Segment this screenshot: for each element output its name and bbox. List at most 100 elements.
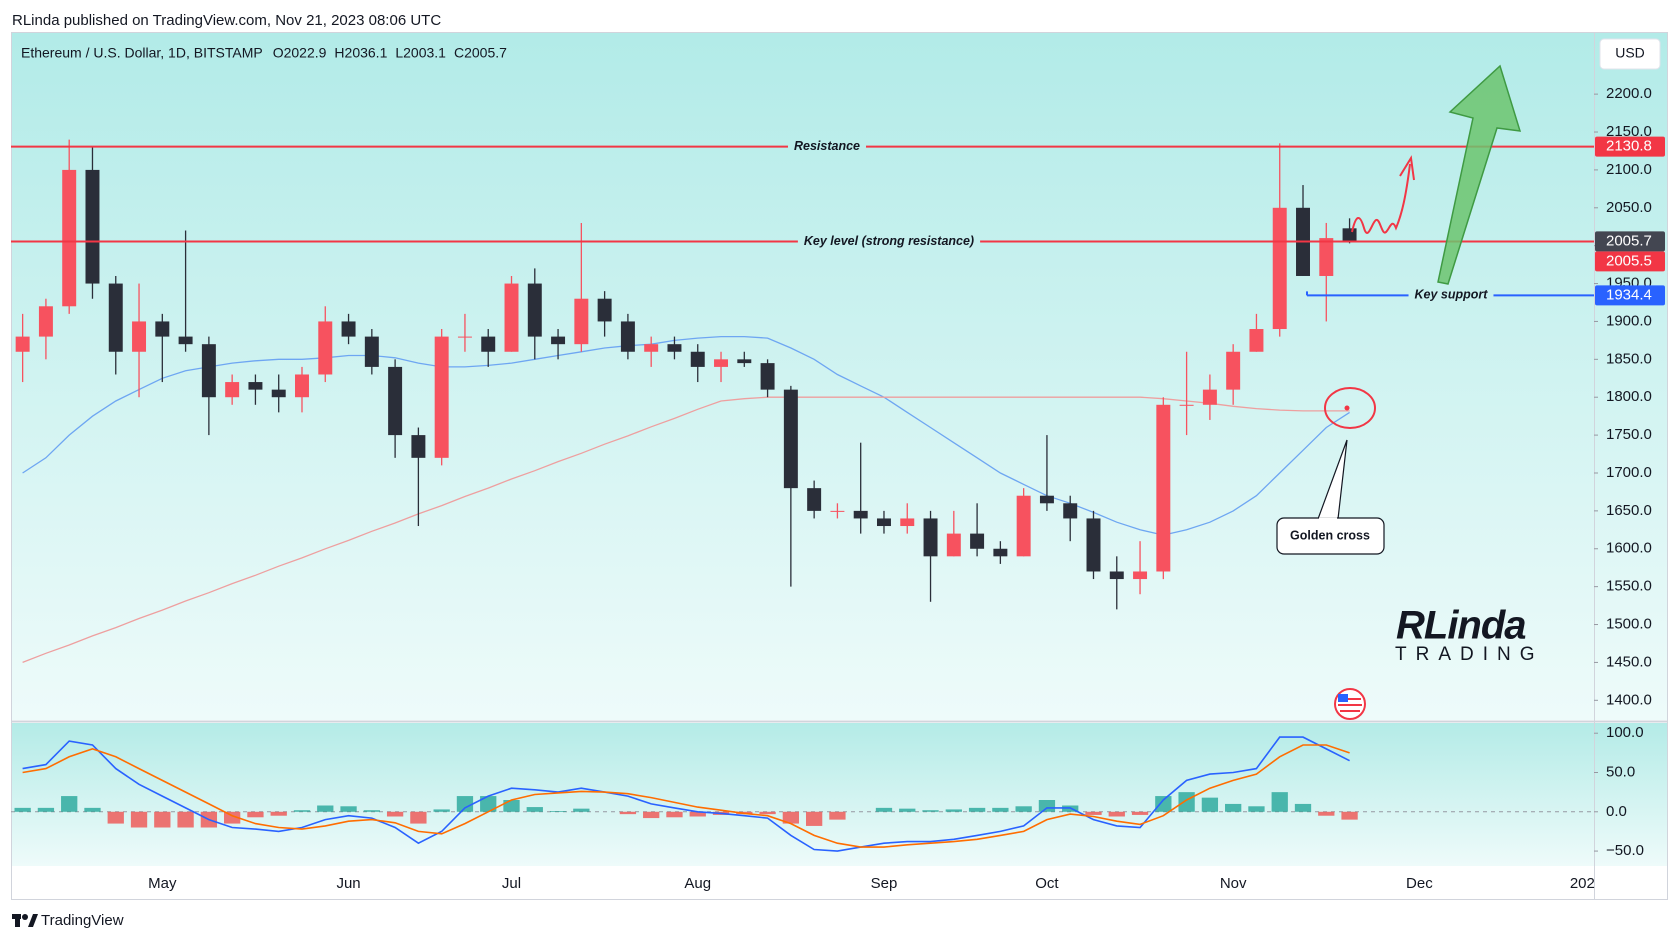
histogram-bar (14, 807, 31, 812)
histogram-bar (922, 810, 939, 812)
footer-text: TradingView (41, 912, 124, 929)
candle-body (714, 359, 729, 367)
candle-body (248, 382, 263, 390)
histogram-bar (386, 811, 404, 817)
y-tick-label: 2100.0 (1606, 161, 1652, 178)
level-tag-label: 2130.8 (1606, 138, 1652, 155)
y-tick-label: 50.0 (1606, 763, 1635, 780)
histogram-bar (1038, 800, 1056, 812)
histogram-bar (270, 811, 287, 816)
candle-body (132, 321, 147, 352)
legend-title: Ethereum / U.S. Dollar, 1D, BITSTAMP (21, 45, 263, 61)
candle-body (1272, 207, 1287, 330)
histogram-bar (61, 796, 78, 812)
cross-dot (1344, 405, 1350, 411)
histogram-bar (899, 808, 916, 812)
flag-icon (1334, 688, 1366, 720)
indicator-line (22, 736, 1350, 852)
y-tick-label: 100.0 (1606, 724, 1644, 741)
histogram-bar (130, 811, 148, 828)
candle-body (923, 518, 938, 557)
histogram-bar (549, 811, 567, 812)
footer-logo (12, 914, 38, 927)
histogram-bar (293, 810, 311, 812)
histogram-bar (340, 806, 357, 812)
candle-body (388, 366, 403, 436)
legend: Ethereum / U.S. Dollar, 1D, BITSTAMP O20… (21, 45, 507, 61)
y-tick-label: 1400.0 (1606, 691, 1652, 708)
y-tick-label: 2150.0 (1606, 123, 1652, 140)
histogram-bar (1131, 811, 1149, 815)
histogram-bar (619, 811, 637, 815)
candle-body (178, 336, 193, 345)
histogram-bar (1178, 792, 1195, 812)
histogram-bar (1341, 811, 1358, 820)
histogram-bar (782, 811, 800, 824)
candle-body (481, 336, 496, 352)
histogram-bar (805, 811, 823, 826)
histogram-bar (37, 807, 55, 812)
y-tick-label: 1500.0 (1606, 615, 1652, 632)
histogram-bar (1294, 803, 1312, 812)
y-tick-label: 1850.0 (1606, 350, 1652, 367)
candle-body (364, 336, 379, 367)
histogram-bar (643, 811, 660, 819)
main-layer: 1400.0 1450.0 1500.0 1550.0 1600.0 1650.0 1700… (11, 85, 1665, 892)
candle-body (527, 283, 542, 337)
x-tick-label: Aug (684, 875, 711, 892)
candle-body (225, 382, 240, 398)
candle-body (271, 389, 286, 398)
candle-body (1063, 503, 1078, 519)
candle-body (551, 336, 566, 345)
histogram-bar (1225, 803, 1242, 812)
candle-body (1016, 495, 1031, 557)
candle-body (760, 363, 775, 390)
histogram-bar (1085, 811, 1102, 815)
histogram-bar (689, 811, 706, 817)
x-tick-label: May (148, 875, 177, 892)
indicator-line (22, 335, 1350, 536)
currency-button[interactable] (1599, 38, 1661, 70)
candle-body (830, 510, 845, 512)
histogram-bar (177, 811, 194, 828)
candle-body (690, 351, 705, 367)
legend-ohlc: H2036.1 (334, 45, 387, 61)
histogram-bar (1318, 811, 1335, 816)
candle-body (1039, 495, 1054, 504)
candle-body (853, 510, 868, 519)
candle-body (85, 169, 100, 284)
level-tag (1595, 251, 1665, 272)
candle-body (434, 336, 449, 458)
histogram-bar (363, 810, 380, 812)
candle-body (38, 306, 53, 337)
candle-body (1249, 329, 1264, 352)
candle-body (597, 298, 612, 322)
candle-body (108, 283, 123, 352)
candle-body (1202, 389, 1217, 405)
indicator-line (22, 396, 1350, 664)
last-price-tag (1595, 231, 1665, 252)
macd-pane (11, 723, 1668, 866)
level-label: Key level (strong resistance) (804, 234, 974, 248)
candle-body (1179, 404, 1194, 406)
x-tick-label: Oct (1035, 875, 1059, 892)
y-tick-label: 2050.0 (1606, 199, 1652, 216)
golden-cross-circle (1324, 387, 1376, 429)
y-tick-label: 1450.0 (1606, 653, 1652, 670)
candle-body (876, 518, 891, 527)
histogram-bar (410, 811, 427, 824)
x-tick-label: 202 (1570, 875, 1595, 892)
red-squiggle (1351, 163, 1411, 234)
currency-label: USD (1615, 45, 1645, 61)
level-tag-label: 2005.5 (1606, 252, 1652, 269)
x-tick-label: Jun (336, 875, 360, 892)
histogram-bar (224, 811, 241, 824)
logo-bottom: TRADING (1395, 644, 1544, 665)
histogram-bar (107, 811, 124, 824)
candle-body (504, 283, 519, 352)
histogram-bar (456, 796, 474, 812)
candle-body (15, 336, 30, 352)
histogram-bar (875, 807, 893, 812)
candle-body (341, 321, 356, 337)
